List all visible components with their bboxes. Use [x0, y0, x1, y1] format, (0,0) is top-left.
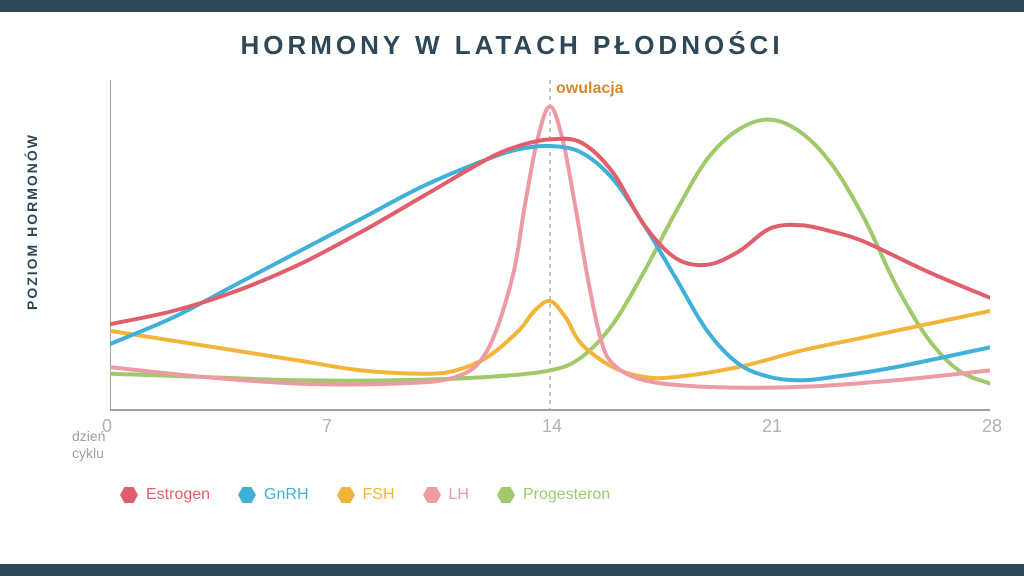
frame-bar-bottom [0, 564, 1024, 576]
hormone-line-chart [110, 80, 990, 420]
frame: { "title": "HORMONY W LATACH PŁODNOŚCI",… [0, 0, 1024, 576]
chart-title: HORMONY W LATACH PŁODNOŚCI [0, 30, 1024, 61]
legend-label: GnRH [264, 486, 308, 504]
x-tick: 14 [542, 416, 562, 437]
ovulation-annotation: owulacja [556, 80, 624, 98]
legend-item-progesteron: Progesteron [497, 486, 610, 504]
legend-item-gnrh: GnRH [238, 486, 308, 504]
legend-item-estrogen: Estrogen [120, 486, 210, 504]
legend-label: FSH [363, 486, 395, 504]
hexagon-icon [337, 487, 355, 503]
legend: Estrogen GnRH FSH LH Progesteron [120, 486, 610, 504]
hexagon-icon [497, 487, 515, 503]
legend-item-lh: LH [423, 486, 469, 504]
y-axis-label: POZIOM HORMONÓW [24, 133, 40, 310]
hexagon-icon [238, 487, 256, 503]
x-axis-label-line1: dzień [72, 428, 105, 444]
x-axis-label-line2: cyklu [72, 445, 104, 461]
legend-label: LH [449, 486, 469, 504]
legend-label: Estrogen [146, 486, 210, 504]
x-tick: 21 [762, 416, 782, 437]
legend-item-fsh: FSH [337, 486, 395, 504]
hexagon-icon [423, 487, 441, 503]
frame-bar-top [0, 0, 1024, 12]
x-tick: 7 [322, 416, 332, 437]
x-tick: 0 [102, 416, 112, 437]
chart-area: POZIOM HORMONÓW owulacja dzień cyklu Est… [30, 80, 1000, 510]
x-axis-label: dzień cyklu [72, 428, 105, 462]
legend-label: Progesteron [523, 486, 610, 504]
hexagon-icon [120, 487, 138, 503]
x-tick: 28 [982, 416, 1002, 437]
